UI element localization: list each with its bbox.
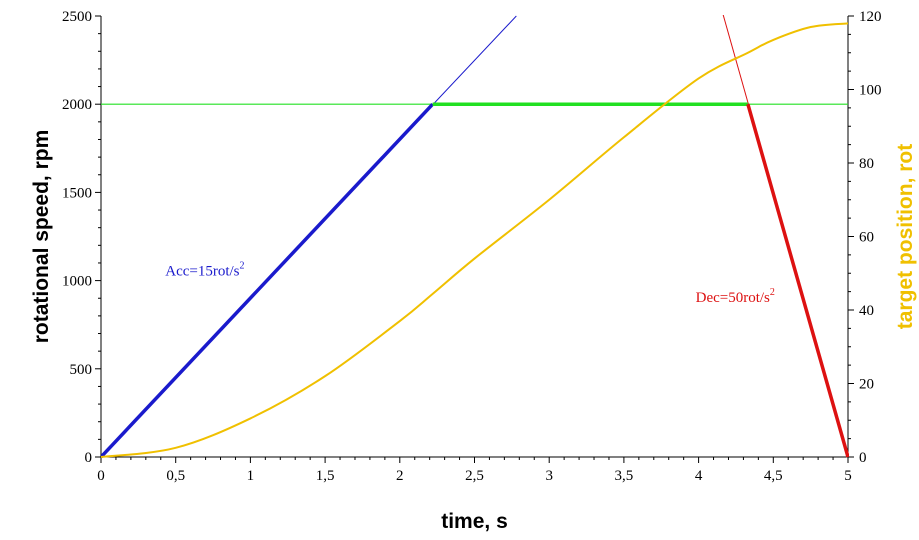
y-right-tick-label: 100 [859,83,882,99]
y-left-tick-label: 2500 [62,9,92,25]
x-tick-label: 1,5 [316,468,335,484]
y-left-tick-label: 1500 [62,185,92,201]
y-right-tick-label: 60 [859,230,874,246]
x-tick-label: 4 [695,468,703,484]
y-right-tick-label: 120 [859,9,882,25]
x-tick-label: 1 [247,468,255,484]
series-layer [101,15,849,458]
x-axis-title: time, s [441,510,508,533]
x-tick-label: 4,5 [764,468,783,484]
series-acceleration [101,103,434,458]
series-deceleration [746,103,849,458]
axes-layer: 0 0,5 1 1,5 2 2,5 3 3,5 4 4,5 50500100015002000250… [30,9,917,533]
series-target-position [101,22,849,458]
acc-annotation: Acc=15rot/s2 [165,260,244,279]
y-right-tick-label: 20 [859,377,874,393]
x-tick-label: 0 [97,468,105,484]
x-tick-label: 2,5 [465,468,484,484]
y-right-axis-title: target position, rot [894,144,917,330]
y-right-tick-label: 40 [859,303,874,319]
y-right-tick-label: 80 [859,156,874,172]
y-left-tick-label: 2000 [62,97,92,113]
x-tick-label: 3,5 [615,468,634,484]
dec-annotation-text: Dec=50rot/s [696,290,770,306]
y-right-tick-label: 0 [859,450,867,466]
y-left-tick-label: 1000 [62,274,92,290]
y-left-axis-title: rotational speed, rpm [30,130,53,344]
x-tick-label: 3 [545,468,553,484]
acc-annotation-text: Acc=15rot/s [165,263,239,279]
x-tick-label: 5 [844,468,852,484]
acc-annotation-superscript: 2 [240,260,245,271]
dec-annotation-superscript: 2 [770,287,775,298]
x-tick-label: 2 [396,468,404,484]
y-left-tick-label: 500 [70,362,93,378]
x-tick-label: 0,5 [166,468,185,484]
dec-annotation: Dec=50rot/s2 [696,287,775,306]
y-left-tick-label: 0 [85,450,93,466]
